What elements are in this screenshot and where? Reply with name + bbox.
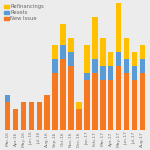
Bar [124, 38, 129, 59]
Bar [108, 80, 114, 130]
Bar [108, 52, 114, 66]
Bar [92, 17, 98, 59]
Bar [60, 45, 66, 59]
Bar [116, 66, 122, 130]
Bar [84, 73, 90, 80]
Bar [140, 45, 145, 59]
Bar [116, 0, 122, 52]
Bar [44, 94, 50, 130]
Bar [124, 59, 129, 73]
Bar [5, 94, 10, 102]
Bar [140, 59, 145, 73]
Bar [5, 102, 10, 130]
Bar [116, 52, 122, 66]
Bar [132, 80, 137, 130]
Bar [84, 80, 90, 130]
Bar [132, 66, 137, 80]
Bar [68, 52, 74, 66]
Bar [132, 52, 137, 66]
Bar [100, 66, 106, 80]
Bar [68, 66, 74, 130]
Bar [100, 38, 106, 66]
Bar [84, 45, 90, 73]
Bar [13, 109, 18, 130]
Bar [76, 109, 82, 130]
Bar [60, 59, 66, 130]
Bar [92, 59, 98, 73]
Bar [140, 73, 145, 130]
Bar [52, 73, 58, 130]
Bar [76, 102, 82, 109]
Bar [92, 73, 98, 130]
Bar [52, 45, 58, 59]
Bar [108, 66, 114, 80]
Legend: Refinancings, Resets, New Issue: Refinancings, Resets, New Issue [3, 3, 45, 22]
Bar [100, 80, 106, 130]
Bar [21, 102, 26, 130]
Bar [52, 59, 58, 73]
Bar [28, 102, 34, 130]
Bar [68, 38, 74, 52]
Bar [60, 24, 66, 45]
Bar [124, 73, 129, 130]
Bar [36, 102, 42, 130]
